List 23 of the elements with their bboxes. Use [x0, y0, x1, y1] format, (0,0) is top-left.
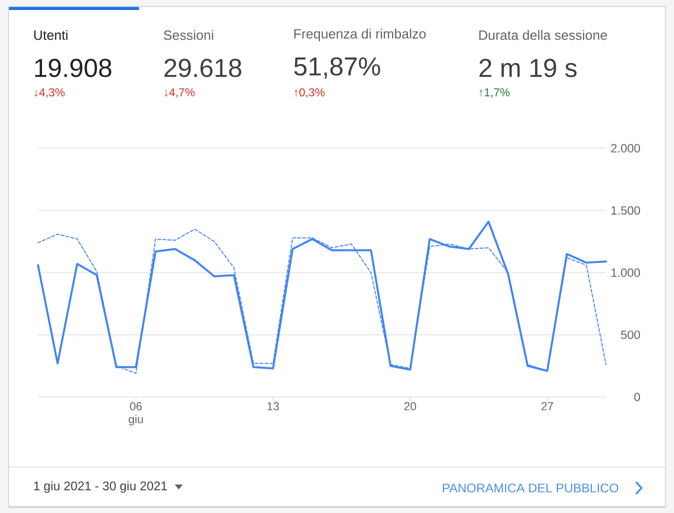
text: Utenti	[34, 30, 68, 40]
x-tick-label: 13	[268, 402, 279, 410]
y-tick-label: 500	[621, 330, 640, 340]
y-tick-label: 2.000	[611, 144, 640, 153]
x-tick-label: 20	[404, 402, 416, 410]
text: Frequenza di rimbalzo	[294, 28, 426, 42]
text: PANORAMICA DEL PUBBLICO	[442, 484, 618, 492]
text: ↑1,7%	[480, 88, 510, 98]
text: ↑0,3%	[294, 88, 325, 98]
text: Durata della sessione	[479, 30, 607, 40]
y-tick-label: 0	[634, 392, 640, 402]
x-tick-label: 06 giu	[128, 402, 143, 426]
text: 19.908	[35, 58, 112, 78]
text: 51,87%	[294, 57, 380, 79]
text: 1 giu 2021 - 30 giu 2021	[34, 481, 167, 493]
text: 29.618	[164, 58, 242, 78]
text: ↓4,7%	[164, 88, 195, 98]
text: 2 m 19 s	[480, 58, 577, 78]
y-tick-label: 1.000	[611, 268, 640, 277]
x-tick-label: 27	[541, 402, 554, 410]
y-tick-label: 1.500	[611, 206, 640, 215]
text: ↓4,3%	[34, 88, 65, 98]
text: Sessioni	[164, 30, 214, 40]
